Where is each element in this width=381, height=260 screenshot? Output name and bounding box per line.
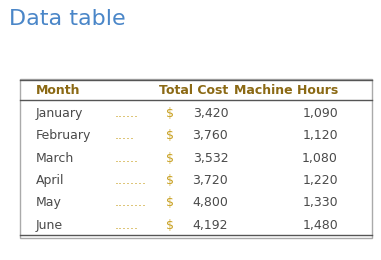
Text: March: March <box>35 152 74 165</box>
Text: .....: ..... <box>115 129 135 142</box>
Text: 1,120: 1,120 <box>303 129 338 142</box>
Text: 3,532: 3,532 <box>193 152 228 165</box>
Text: Total Cost: Total Cost <box>159 84 228 97</box>
Text: 1,090: 1,090 <box>302 107 338 120</box>
Text: $: $ <box>166 174 174 187</box>
FancyBboxPatch shape <box>20 79 372 238</box>
Text: February: February <box>35 129 91 142</box>
Text: $: $ <box>166 152 174 165</box>
Text: $: $ <box>166 196 174 209</box>
Text: 1,080: 1,080 <box>302 152 338 165</box>
Text: $: $ <box>166 107 174 120</box>
Text: 3,760: 3,760 <box>192 129 228 142</box>
Text: May: May <box>35 196 61 209</box>
Text: ........: ........ <box>115 174 147 187</box>
Text: 1,480: 1,480 <box>302 219 338 232</box>
Text: April: April <box>35 174 64 187</box>
Text: $: $ <box>166 129 174 142</box>
Text: ......: ...... <box>115 107 139 120</box>
Text: 3,420: 3,420 <box>193 107 228 120</box>
Text: 4,800: 4,800 <box>192 196 228 209</box>
Text: 1,220: 1,220 <box>303 174 338 187</box>
Text: Data table: Data table <box>9 9 126 29</box>
Text: ........: ........ <box>115 196 147 209</box>
Text: $: $ <box>166 219 174 232</box>
Text: January: January <box>35 107 83 120</box>
Text: 4,192: 4,192 <box>193 219 228 232</box>
Text: Month: Month <box>35 84 80 97</box>
Text: ......: ...... <box>115 219 139 232</box>
Text: ......: ...... <box>115 152 139 165</box>
Text: 3,720: 3,720 <box>192 174 228 187</box>
Text: Machine Hours: Machine Hours <box>234 84 338 97</box>
Text: June: June <box>35 219 62 232</box>
Text: 1,330: 1,330 <box>303 196 338 209</box>
